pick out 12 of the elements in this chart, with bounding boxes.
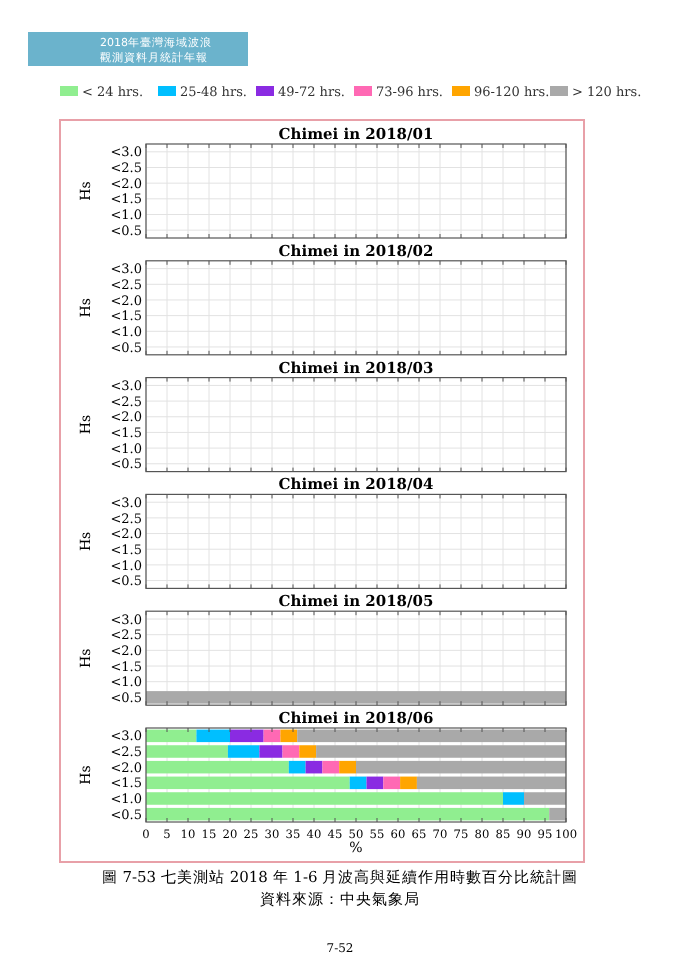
bar (366, 776, 384, 790)
bar (400, 776, 417, 790)
bar (383, 776, 401, 790)
bar (503, 792, 524, 805)
bar (280, 729, 298, 743)
bar (288, 760, 306, 774)
bar (282, 745, 300, 758)
bar (349, 776, 367, 790)
bar (299, 745, 317, 758)
bar (339, 760, 356, 774)
bar (305, 760, 323, 774)
bar (322, 760, 340, 774)
